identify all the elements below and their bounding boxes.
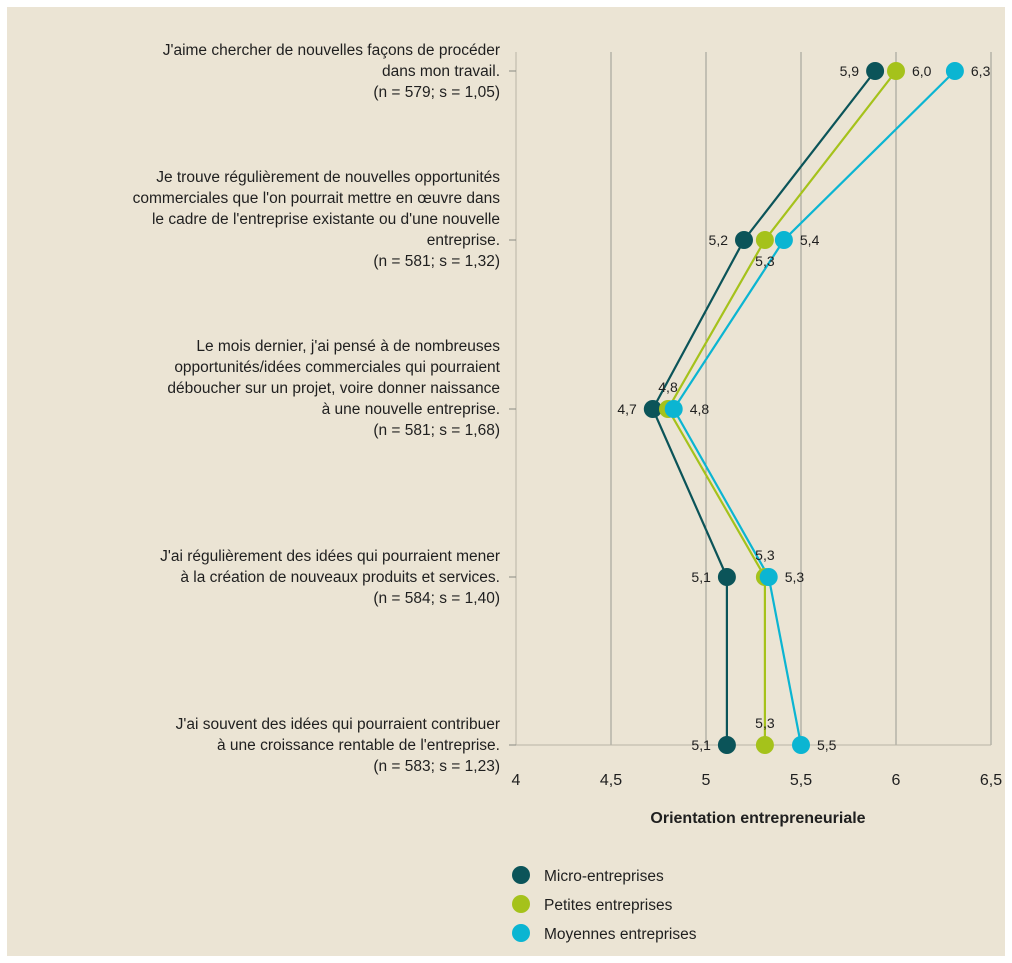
data-label: 5,9 [840, 63, 860, 79]
data-label: 5,3 [755, 547, 775, 563]
category-label: (n = 581; s = 1,32) [373, 253, 500, 270]
x-tick-label: 6,5 [980, 772, 1002, 789]
data-point [887, 62, 905, 80]
data-label: 5,3 [755, 715, 775, 731]
category-label: J'ai souvent des idées qui pourraient co… [176, 716, 500, 733]
category-label: le cadre de l'entreprise existante ou d'… [152, 211, 500, 228]
category-label: (n = 579; s = 1,05) [373, 84, 500, 101]
data-point [755, 736, 774, 754]
data-point [866, 62, 885, 80]
data-point [774, 231, 793, 249]
x-tick-label: 4 [512, 772, 521, 789]
series-line [672, 70, 956, 746]
category-label: J'aime chercher de nouvelles façons de p… [163, 42, 500, 59]
data-point [759, 568, 778, 586]
category-label: J'ai régulièrement des idées qui pourrai… [160, 548, 500, 565]
category-label: Je trouve régulièrement de nouvelles opp… [156, 169, 500, 186]
data-point [945, 62, 964, 80]
legend-label: Moyennes entreprises [544, 926, 697, 943]
data-point [717, 736, 736, 754]
data-label: 6,3 [971, 63, 991, 79]
category-label: (n = 581; s = 1,68) [373, 422, 500, 439]
data-label: 5,1 [691, 737, 711, 753]
category-label: (n = 583; s = 1,23) [373, 758, 500, 775]
data-point [792, 736, 810, 754]
data-point [717, 568, 736, 586]
data-label: 5,4 [800, 232, 820, 248]
x-tick-label: 6 [892, 772, 901, 789]
category-label: opportunités/idées commerciales qui pour… [174, 359, 500, 376]
legend-marker [512, 895, 530, 913]
category-label: à une croissance rentable de l'entrepris… [217, 737, 500, 754]
data-label: 4,7 [617, 401, 637, 417]
legend-label: Petites entreprises [544, 897, 673, 914]
data-point [643, 400, 662, 418]
data-label: 4,8 [658, 379, 678, 395]
category-label: (n = 584; s = 1,40) [373, 590, 500, 607]
data-label: 4,8 [690, 401, 710, 417]
data-label: 5,3 [785, 569, 805, 585]
data-point [735, 231, 753, 249]
category-label: commerciales que l'on pourrait mettre en… [133, 190, 501, 207]
data-point [664, 400, 683, 418]
chart-panel [7, 7, 1005, 956]
x-tick-label: 5 [702, 772, 711, 789]
x-tick-label: 4,5 [600, 772, 622, 789]
legend-marker [512, 866, 530, 884]
data-label: 5,5 [817, 737, 837, 753]
legend-label: Micro-entreprises [544, 868, 664, 885]
category-label: entreprise. [427, 232, 500, 249]
category-label: Le mois dernier, j'ai pensé à de nombreu… [196, 338, 500, 355]
x-tick-label: 5,5 [790, 772, 812, 789]
data-label: 5,2 [709, 232, 729, 248]
x-axis-title: Orientation entrepreneuriale [650, 810, 865, 827]
category-label: dans mon travail. [382, 63, 500, 80]
data-label: 5,3 [755, 253, 775, 269]
data-label: 6,0 [912, 63, 932, 79]
data-point [755, 231, 774, 249]
data-label: 5,1 [691, 569, 711, 585]
legend-marker [512, 924, 530, 942]
category-label: à la création de nouveaux produits et se… [180, 569, 500, 586]
category-label: déboucher sur un projet, voire donner na… [167, 380, 500, 397]
category-label: à une nouvelle entreprise. [322, 401, 500, 418]
